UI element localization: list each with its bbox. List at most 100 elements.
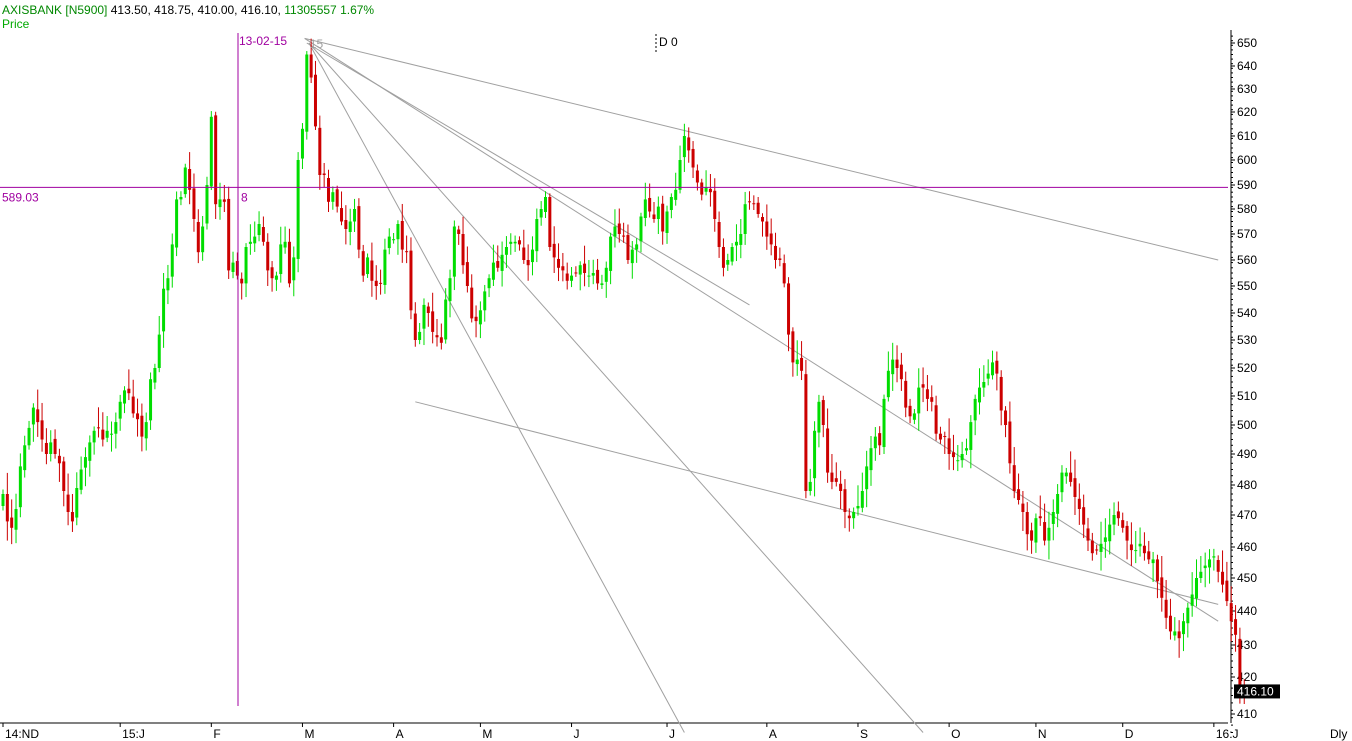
price-tick-label: 530	[1237, 333, 1257, 347]
trend-line	[308, 42, 685, 733]
candle-body	[70, 512, 74, 522]
candle-body	[769, 233, 773, 245]
candle-body	[925, 389, 929, 399]
candle-body	[465, 262, 469, 286]
candle-body	[101, 429, 105, 440]
candle-body	[708, 188, 712, 193]
candle-body	[426, 306, 430, 313]
candle-body	[231, 262, 235, 272]
candle-body	[1069, 472, 1073, 482]
candle-body	[31, 407, 35, 425]
candle-body	[622, 235, 626, 237]
candle-body	[921, 384, 925, 388]
candle-body	[157, 334, 161, 368]
candle-body	[986, 373, 990, 379]
candle-body	[895, 359, 899, 368]
candle-body	[1155, 559, 1159, 582]
price-tick-label: 510	[1237, 389, 1257, 403]
price-tick-label: 650	[1237, 36, 1257, 50]
candle-body	[1077, 498, 1081, 509]
candle-body	[1043, 522, 1047, 541]
candle-body	[557, 258, 561, 268]
candle-body	[1116, 511, 1120, 519]
candle-body	[643, 199, 647, 218]
candle-body	[244, 247, 248, 284]
price-axis: 410 420 430 440 450 460 470 480 490 500 510 520 530 5…	[1230, 30, 1257, 733]
candle-body	[617, 223, 621, 234]
candle-body	[999, 376, 1003, 411]
candle-body	[704, 187, 708, 192]
candle-body	[383, 249, 387, 285]
candle-body	[778, 258, 782, 260]
candle-body	[248, 241, 252, 244]
candle-body	[964, 448, 968, 451]
candle-body	[930, 397, 934, 402]
trend-line	[415, 401, 1219, 605]
d-marker-label: D 0	[659, 35, 678, 49]
candle-body	[1164, 599, 1168, 618]
candle-body	[413, 313, 417, 340]
candle-body	[1082, 507, 1086, 525]
candle-body	[1129, 544, 1133, 551]
candle-body	[808, 481, 812, 491]
candle-body	[88, 442, 92, 461]
candle-body	[374, 280, 378, 286]
candle-body	[405, 251, 409, 253]
candle-body	[287, 241, 291, 284]
price-tick-label: 540	[1237, 306, 1257, 320]
candle-body	[1099, 543, 1103, 552]
candle-body	[1038, 516, 1042, 519]
candle-body	[886, 370, 890, 398]
candle-body	[991, 362, 995, 376]
price-tick-label: 590	[1237, 178, 1257, 192]
candle-body	[908, 405, 912, 417]
candle-body	[648, 197, 652, 212]
candle-body	[331, 192, 335, 202]
candle-body	[852, 512, 856, 519]
candle-body	[218, 199, 222, 208]
candle-body	[700, 182, 704, 195]
candle-body	[661, 203, 665, 232]
candle-body	[882, 398, 886, 448]
candle-body	[717, 222, 721, 247]
candle-body	[1064, 472, 1068, 477]
candle-body	[57, 455, 61, 464]
price-tick-label: 460	[1237, 540, 1257, 554]
candle-body	[266, 241, 270, 271]
price-tick-label: 550	[1237, 279, 1257, 293]
candle-body	[305, 54, 309, 132]
time-tick-label: J	[669, 727, 675, 741]
price-tick-label: 450	[1237, 571, 1257, 585]
candle-body	[960, 454, 964, 461]
candle-body	[348, 221, 352, 232]
price-tick-label: 570	[1237, 227, 1257, 241]
candle-body	[609, 236, 613, 271]
candle-body	[691, 148, 695, 168]
candle-body	[1160, 577, 1164, 598]
candle-body	[79, 469, 83, 490]
candle-body	[1195, 578, 1198, 599]
candle-body	[40, 420, 44, 440]
candle-body	[739, 234, 743, 245]
candle-body	[1225, 580, 1229, 602]
candle-body	[366, 257, 370, 275]
time-tick-label: 15:J	[122, 727, 145, 741]
price-tick-label: 620	[1237, 105, 1257, 119]
candle-body	[639, 216, 643, 242]
price-tick-label: 490	[1237, 447, 1257, 461]
candle-body	[878, 433, 882, 446]
time-tick-label: F	[213, 727, 220, 741]
candle-body	[917, 387, 921, 414]
time-tick-label: A	[769, 727, 777, 741]
candle-body	[140, 415, 144, 437]
candle-body	[865, 466, 869, 490]
candle-body	[630, 249, 634, 264]
candle-body	[526, 260, 530, 266]
price-tick-label: 600	[1237, 153, 1257, 167]
price-tick-label: 640	[1237, 59, 1257, 73]
candle-body	[196, 222, 200, 253]
time-tick-label: N	[1038, 727, 1047, 741]
candle-body	[956, 460, 960, 462]
candle-body	[761, 217, 764, 222]
